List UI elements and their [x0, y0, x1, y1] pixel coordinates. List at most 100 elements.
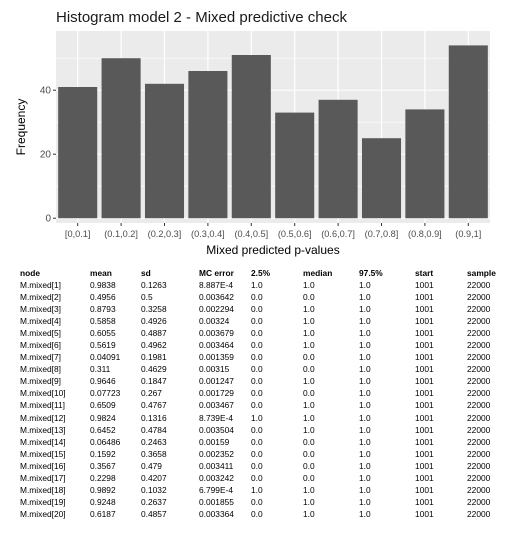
- table-cell: 1.0: [359, 376, 371, 387]
- table-cell: 0.3567: [90, 460, 116, 471]
- table-cell: 1001: [415, 460, 434, 471]
- table-cell: 1.0: [303, 508, 315, 519]
- table-cell: 22000: [467, 484, 491, 495]
- table-cell: 0.001729: [199, 388, 234, 399]
- table-cell: 22000: [467, 508, 491, 519]
- table-cell: 22000: [467, 340, 491, 351]
- table-cell: 0.06486: [90, 436, 121, 447]
- table-row: M.mixed[16] 0.3567 0.479 0.003411 0.0 0.0 1.0 1…: [20, 460, 507, 472]
- table-cell: 1.0: [359, 352, 371, 363]
- table-cell: 0.0: [303, 472, 315, 483]
- table-cell: M.mixed[4]: [20, 316, 61, 327]
- table-cell: 1001: [415, 484, 434, 495]
- table-cell: 1.0: [303, 376, 315, 387]
- bar: [231, 55, 271, 219]
- table-cell: 0.4784: [141, 424, 167, 435]
- column-header: mean: [90, 268, 112, 278]
- table-cell: 0.2298: [90, 472, 116, 483]
- table-row: M.mixed[2] 0.4956 0.5 0.003642 0.0 0.0 1.0 1001…: [20, 291, 507, 303]
- x-axis: [0,0.1] (0.1,0.2] (0.2,0.3] (0.3,0.4] (0.4,0…: [65, 223, 481, 239]
- table-row: M.mixed[11] 0.6509 0.4767 0.003467 0.0 1.0 1.0…: [20, 399, 507, 411]
- column-header: start: [415, 268, 434, 278]
- table-cell: 0.0: [251, 364, 263, 375]
- x-tick-label: (0.4,0.5]: [234, 229, 268, 239]
- table-cell: M.mixed[15]: [20, 448, 66, 459]
- table-cell: 1.0: [303, 484, 315, 495]
- table-row: M.mixed[19] 0.9248 0.2637 0.001855 0.0 1.0 1.0…: [20, 496, 507, 508]
- table-cell: 0.0: [251, 316, 263, 327]
- y-tick-label: 0: [45, 214, 51, 225]
- table-cell: 0.479: [141, 460, 162, 471]
- table-cell: 1.0: [359, 460, 371, 471]
- table-cell: 0.001247: [199, 376, 234, 387]
- column-header: node: [20, 268, 41, 278]
- table-cell: 0.8793: [90, 304, 116, 315]
- table-cell: 22000: [467, 364, 491, 375]
- table-cell: 0.003642: [199, 292, 234, 303]
- bar: [275, 112, 315, 219]
- table-cell: 0.9646: [90, 376, 116, 387]
- table-cell: M.mixed[8]: [20, 364, 61, 375]
- table-cell: M.mixed[16]: [20, 460, 66, 471]
- table-cell: 0.9892: [90, 484, 116, 495]
- table-cell: 0.0: [303, 364, 315, 375]
- table-cell: 0.00324: [199, 316, 230, 327]
- table-cell: 22000: [467, 436, 491, 447]
- table-cell: 22000: [467, 388, 491, 399]
- bar: [361, 138, 402, 219]
- table-cell: 1001: [415, 388, 434, 399]
- table-cell: M.mixed[12]: [20, 412, 66, 423]
- table-cell: 0.4629: [141, 364, 167, 375]
- table-cell: 1.0: [359, 328, 371, 339]
- table-cell: M.mixed[20]: [20, 508, 66, 519]
- table-row: M.mixed[6] 0.5619 0.4962 0.003464 0.0 1.0 1.0 1…: [20, 339, 507, 351]
- table-cell: 0.002352: [199, 448, 234, 459]
- table-cell: 0.0: [303, 292, 315, 303]
- table-cell: 1001: [415, 448, 434, 459]
- column-header: MC error: [199, 268, 234, 278]
- table-row: M.mixed[1] 0.9838 0.1263 8.887E-4 1.0 1.0 1.0 1…: [20, 279, 507, 291]
- x-tick-label: (0.1,0.2]: [104, 229, 138, 239]
- table-cell: 1001: [415, 364, 434, 375]
- table-cell: 1.0: [251, 280, 263, 290]
- table-cell: M.mixed[7]: [20, 352, 61, 363]
- table-cell: 22000: [467, 448, 491, 459]
- table-cell: 0.0: [251, 436, 263, 447]
- table-cell: 1.0: [359, 292, 371, 303]
- table-cell: 22000: [467, 412, 491, 423]
- table-cell: 1.0: [359, 436, 371, 447]
- table-cell: 1.0: [303, 280, 315, 290]
- table-cell: 0.0: [251, 340, 263, 351]
- table-cell: 1001: [415, 340, 434, 351]
- table-cell: 1001: [415, 424, 434, 435]
- table-cell: 1.0: [359, 304, 371, 315]
- table-cell: 1001: [415, 472, 434, 483]
- bar: [448, 45, 488, 219]
- table-cell: 0.0: [303, 388, 315, 399]
- table-row: M.mixed[20] 0.6187 0.4857 0.003364 0.0 1.0 1.0…: [20, 508, 507, 520]
- table-cell: 0.0: [303, 352, 315, 363]
- table-cell: 0.003504: [199, 424, 234, 435]
- table-cell: 1.0: [359, 280, 371, 290]
- table-cell: 0.0: [251, 328, 263, 339]
- table-cell: 22000: [467, 316, 491, 327]
- table-cell: M.mixed[13]: [20, 424, 66, 435]
- table-cell: 0.003679: [199, 328, 234, 339]
- table-cell: 0.0: [251, 496, 263, 507]
- y-tick-label: 20: [40, 150, 52, 161]
- table-cell: 1.0: [359, 508, 371, 519]
- table-row: M.mixed[7] 0.04091 0.1981 0.001359 0.0 0.0 1.0…: [20, 351, 507, 363]
- table-cell: 0.4857: [141, 508, 167, 519]
- table-row: M.mixed[17] 0.2298 0.4207 0.003242 0.0 0.0 1.0…: [20, 472, 507, 484]
- table-row: M.mixed[10] 0.07723 0.267 0.001729 0.0 0.0 1.0…: [20, 387, 507, 399]
- table-cell: 0.4767: [141, 400, 167, 411]
- table-cell: 0.003467: [199, 400, 234, 411]
- bars: [58, 45, 488, 219]
- table-cell: 0.4887: [141, 328, 167, 339]
- table-row: M.mixed[12] 0.9824 0.1316 8.739E-4 1.0 1.0 1.0…: [20, 412, 507, 424]
- table-cell: 0.003242: [199, 472, 234, 483]
- table-cell: M.mixed[11]: [20, 400, 65, 411]
- table-cell: 1.0: [251, 412, 263, 423]
- table-row: M.mixed[3] 0.8793 0.3258 0.002294 0.0 1.0 1.0 1…: [20, 303, 507, 315]
- y-axis: 0 20 40: [40, 86, 56, 225]
